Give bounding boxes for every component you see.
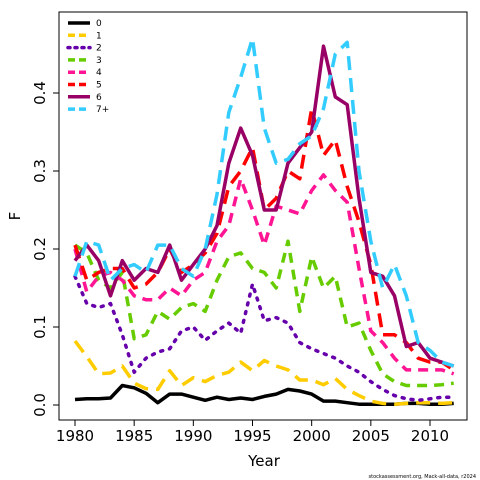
y-tick-label: 0.1 bbox=[31, 315, 49, 339]
y-tick-label: 0.3 bbox=[31, 159, 49, 183]
y-tick-label: 0.4 bbox=[31, 81, 49, 105]
x-axis-title: Year bbox=[247, 452, 281, 470]
series-line-6 bbox=[73, 44, 455, 368]
x-tick-label: 1980 bbox=[56, 427, 94, 445]
legend-label: 2 bbox=[96, 44, 102, 54]
x-tick-label: 2010 bbox=[411, 427, 449, 445]
credit-text: stockassessment.org, Mack-all-data, r202… bbox=[369, 474, 476, 480]
x-tick-label: 1995 bbox=[233, 427, 271, 445]
y-tick-label: 0.0 bbox=[31, 393, 49, 417]
series-line-3 bbox=[74, 239, 454, 388]
legend: 0 1 2 3 4 5 6 7+ bbox=[66, 19, 109, 115]
series-line-7plus bbox=[73, 36, 455, 368]
series-layer bbox=[73, 36, 456, 406]
legend-label: 5 bbox=[96, 81, 102, 91]
x-tick-label: 1990 bbox=[174, 427, 212, 445]
legend-label: 4 bbox=[96, 68, 102, 78]
legend-label: 0 bbox=[96, 19, 102, 29]
y-axis-title: F bbox=[6, 212, 24, 221]
series-line-1 bbox=[73, 339, 454, 406]
legend-label: 6 bbox=[96, 93, 102, 103]
series-line-5 bbox=[73, 106, 455, 372]
legend-label: 7+ bbox=[96, 105, 109, 115]
series-line-2 bbox=[73, 274, 456, 403]
legend-label: 3 bbox=[96, 56, 102, 66]
x-tick-label: 2000 bbox=[293, 427, 331, 445]
series-line-0 bbox=[74, 383, 454, 406]
x-axis: 1980 1985 1990 1995 2000 2005 2010 bbox=[56, 420, 449, 445]
legend-label: 1 bbox=[96, 31, 102, 41]
y-tick-label: 0.2 bbox=[31, 237, 49, 261]
plot-frame bbox=[58, 11, 468, 421]
x-tick-label: 1985 bbox=[115, 427, 153, 445]
x-tick-label: 2005 bbox=[352, 427, 390, 445]
y-axis: 0.0 0.1 0.2 0.3 0.4 bbox=[31, 81, 59, 417]
